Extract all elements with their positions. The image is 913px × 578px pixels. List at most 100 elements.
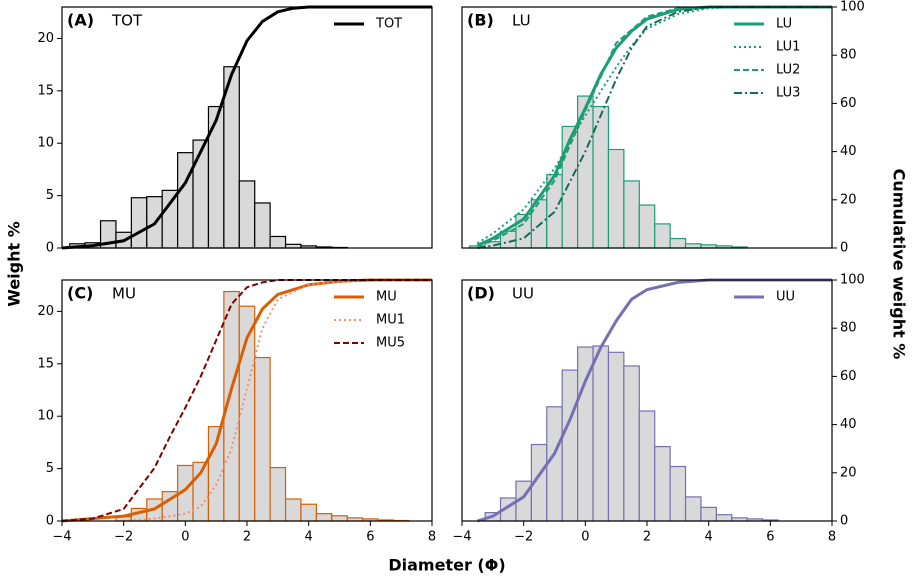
cumulative-line <box>476 278 832 523</box>
panel-label: (C) <box>67 284 93 303</box>
y2-tick-label: 80 <box>840 321 857 336</box>
legend-label: TOT <box>375 17 402 32</box>
cumulative-line <box>123 279 433 522</box>
bar <box>638 410 656 522</box>
x-tick-label: 0 <box>181 530 189 545</box>
panel-label: (B) <box>467 11 494 30</box>
legend-label: UU <box>776 290 795 305</box>
y-tick-label: 20 <box>37 304 54 319</box>
x-tick-label: 4 <box>705 530 713 545</box>
y2-tick-label: 60 <box>840 369 857 384</box>
panel-label: (A) <box>67 11 94 30</box>
bar <box>130 197 148 249</box>
bar <box>331 515 348 522</box>
x-tick-label: 6 <box>366 530 374 545</box>
x-tick-label: 2 <box>643 530 651 545</box>
y-tick-label: 10 <box>37 409 54 424</box>
y-tick-label: 20 <box>37 31 54 46</box>
bar <box>638 204 656 249</box>
y-tick-label: 15 <box>37 356 54 371</box>
y2-tick-label: 20 <box>840 192 857 207</box>
y-tick-label: 5 <box>46 188 54 203</box>
y2-tick-label: 0 <box>840 241 848 256</box>
x-tick-label: −2 <box>114 530 133 545</box>
bar <box>623 180 640 249</box>
axes-frame <box>61 6 433 249</box>
bar <box>607 148 625 249</box>
y2-tick-label: 100 <box>840 0 865 15</box>
legend-label: LU3 <box>776 86 800 101</box>
y-axis-label: Weight % <box>5 221 24 307</box>
bar <box>300 503 317 522</box>
bar <box>669 237 687 249</box>
bar <box>715 514 733 522</box>
bar <box>284 498 302 522</box>
panel-title: UU <box>512 285 534 303</box>
bar <box>577 346 594 522</box>
x-tick-label: 0 <box>581 530 589 545</box>
bar <box>315 513 333 522</box>
legend-label: LU <box>776 17 792 32</box>
bar <box>192 139 210 249</box>
cumulative-line <box>477 6 832 249</box>
y2-tick-label: 60 <box>840 96 857 111</box>
x-tick-label: 6 <box>766 530 774 545</box>
bar <box>177 152 194 249</box>
y2-tick-label: 100 <box>840 273 865 288</box>
y2-tick-label: 20 <box>840 465 857 480</box>
y-tick-label: 10 <box>37 136 54 151</box>
bar <box>546 406 563 522</box>
legend-label: LU1 <box>776 40 800 55</box>
y2-tick-label: 80 <box>840 48 857 63</box>
x-tick-label: 8 <box>428 530 436 545</box>
panel-label: (D) <box>467 284 495 303</box>
bar <box>269 466 287 522</box>
cumulative-line <box>61 279 432 522</box>
bar <box>654 223 671 249</box>
panel-title: TOT <box>111 12 143 30</box>
bar <box>561 369 579 522</box>
bar <box>254 356 271 522</box>
x-tick-label: −2 <box>514 530 533 545</box>
bar <box>561 125 579 249</box>
cumulative-line <box>61 278 432 523</box>
bar <box>254 202 271 249</box>
y2-tick-label: 0 <box>840 514 848 529</box>
y-tick-label: 5 <box>46 461 54 476</box>
bar <box>700 506 717 522</box>
bar <box>592 345 610 522</box>
bar <box>161 189 179 249</box>
x-tick-label: 8 <box>828 530 836 545</box>
y2-tick-label: 40 <box>840 144 857 159</box>
legend-label: LU2 <box>776 63 800 78</box>
legend-label: MU <box>376 290 397 305</box>
bar <box>684 243 702 249</box>
bar <box>684 496 702 522</box>
x-tick-label: −4 <box>452 530 471 545</box>
bar <box>269 235 287 249</box>
bar <box>207 105 225 249</box>
y-tick-label: 15 <box>37 83 54 98</box>
cumulative-line <box>477 6 832 247</box>
panel-title: MU <box>112 285 136 303</box>
x-tick-label: 2 <box>243 530 251 545</box>
bar <box>623 365 640 522</box>
y2-axis-label: Cumulative weight % <box>890 169 909 360</box>
x-tick-label: −4 <box>52 530 71 545</box>
bar <box>238 180 256 249</box>
axes-frame <box>461 6 833 249</box>
cumulative-line <box>61 5 432 250</box>
y-tick-label: 0 <box>46 514 54 529</box>
bar <box>607 351 625 522</box>
x-axis-label: Diameter (Φ) <box>388 556 505 575</box>
x-tick-label: 4 <box>305 530 313 545</box>
panel-title: LU <box>512 12 531 30</box>
cumulative-line <box>476 5 832 247</box>
bar <box>669 465 687 522</box>
legend-label: MU1 <box>376 313 405 328</box>
y-tick-label: 0 <box>46 241 54 256</box>
bar <box>654 446 671 522</box>
y2-tick-label: 40 <box>840 417 857 432</box>
legend-label: MU5 <box>376 336 405 351</box>
